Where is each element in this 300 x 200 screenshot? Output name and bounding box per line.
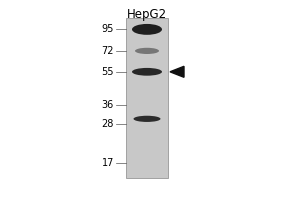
Bar: [126, 18, 168, 178]
Text: 36: 36: [102, 100, 114, 110]
Text: 95: 95: [102, 24, 114, 34]
Text: 55: 55: [101, 67, 114, 77]
Ellipse shape: [134, 116, 160, 122]
Text: 17: 17: [102, 158, 114, 168]
Text: 72: 72: [101, 46, 114, 56]
Text: 28: 28: [102, 119, 114, 129]
Text: HepG2: HepG2: [127, 8, 167, 21]
Polygon shape: [170, 66, 184, 77]
Ellipse shape: [135, 48, 159, 54]
Ellipse shape: [132, 68, 162, 76]
Ellipse shape: [132, 24, 162, 35]
